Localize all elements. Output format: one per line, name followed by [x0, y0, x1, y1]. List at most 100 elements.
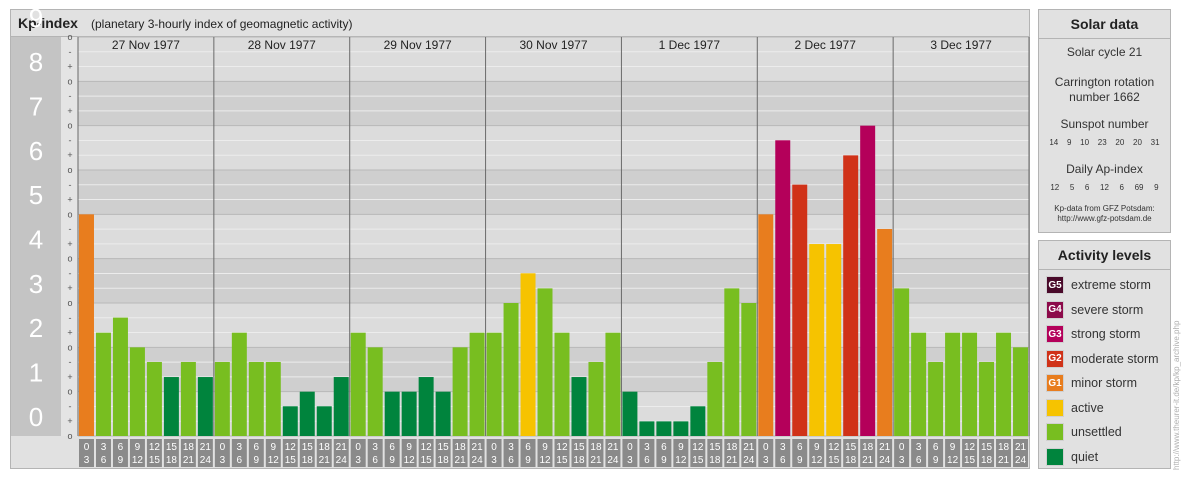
legend-label: moderate storm — [1071, 351, 1159, 366]
minor-tick-label: - — [69, 268, 72, 278]
day-label: 3 Dec 1977 — [930, 38, 992, 52]
hour-label-start: 15 — [438, 442, 450, 453]
kp-bar — [282, 406, 298, 436]
hour-label-end: 9 — [254, 455, 260, 466]
solar-data-panel: Solar data Solar cycle 21 Carrington rot… — [1038, 9, 1171, 233]
hour-label-start: 15 — [166, 442, 178, 453]
minor-tick-label: - — [69, 47, 72, 57]
hour-label-box — [299, 439, 315, 467]
source-link[interactable]: http://www.gfz-potsdam.de — [1057, 214, 1152, 223]
legend-swatch — [1046, 398, 1064, 417]
kp-bar — [605, 332, 621, 436]
hour-label-start: 12 — [692, 442, 704, 453]
solar-data-title: Solar data — [1039, 10, 1170, 39]
kp-bar — [554, 332, 570, 436]
source-line-1: Kp-data from GFZ Potsdam: — [1054, 204, 1155, 213]
hour-label-box — [860, 439, 876, 467]
hour-label-end: 12 — [811, 455, 823, 466]
hour-label-start: 3 — [372, 442, 378, 453]
legend-item: G5 extreme storm — [1046, 275, 1151, 295]
hour-label-end: 18 — [438, 455, 450, 466]
kp-bar — [639, 421, 655, 436]
kp-bar — [758, 214, 774, 436]
hour-label-box — [231, 439, 247, 467]
hour-label-start: 18 — [455, 442, 467, 453]
kp-bar — [724, 288, 740, 436]
hour-label-start: 9 — [271, 442, 277, 453]
hour-label-box — [537, 439, 553, 467]
hour-label-end: 24 — [743, 455, 755, 466]
kp-bar — [350, 332, 366, 436]
hour-label-end: 3 — [355, 455, 361, 466]
kp-bar — [231, 332, 247, 436]
kp-bar — [163, 377, 179, 436]
minor-tick-label: o — [67, 254, 72, 264]
hour-label-end: 6 — [644, 455, 650, 466]
hour-label-box — [418, 439, 434, 467]
minor-tick-label: + — [67, 239, 72, 249]
legend-label: strong storm — [1071, 327, 1141, 341]
hour-label-box — [826, 439, 842, 467]
hour-label-start: 21 — [336, 442, 348, 453]
kp-bar — [537, 288, 553, 436]
hour-label-end: 12 — [268, 455, 280, 466]
hour-label-box — [758, 439, 774, 467]
kp-bar — [894, 288, 910, 436]
legend-label: severe storm — [1071, 302, 1144, 317]
chart-subtitle: (planetary 3-hourly index of geomagnetic… — [91, 17, 353, 31]
y-axis-gutter — [11, 37, 61, 436]
y-tick-label: 8 — [29, 47, 43, 77]
kp-bar — [333, 377, 349, 436]
hour-label-box — [945, 439, 961, 467]
minor-tick-label: o — [67, 209, 72, 219]
kp-bar — [775, 140, 791, 436]
minor-tick-label: + — [67, 416, 72, 426]
hour-label-start: 12 — [828, 442, 840, 453]
hour-label-box — [79, 439, 94, 467]
kp-bar — [418, 377, 434, 436]
hour-label-end: 21 — [590, 455, 602, 466]
hour-label-start: 0 — [355, 442, 361, 453]
hour-label-start: 18 — [183, 442, 195, 453]
hour-label-end: 3 — [627, 455, 633, 466]
hour-label-end: 15 — [692, 455, 704, 466]
hour-label-end: 12 — [404, 455, 416, 466]
hour-label-box — [843, 439, 859, 467]
y-tick-label: 0 — [29, 402, 43, 432]
hour-label-box — [622, 439, 638, 467]
hour-label-start: 6 — [933, 442, 939, 453]
hour-label-end: 3 — [84, 455, 90, 466]
kp-bar — [656, 421, 672, 436]
hour-label-start: 12 — [556, 442, 568, 453]
minor-tick-label: + — [67, 106, 72, 116]
minor-tick-label: o — [67, 298, 72, 308]
kp-bar — [129, 347, 145, 436]
hour-label-start: 6 — [389, 442, 395, 453]
hour-label-start: 9 — [406, 442, 412, 453]
minor-tick-label: - — [69, 135, 72, 145]
hour-label-start: 15 — [981, 442, 993, 453]
minor-tick-label: - — [69, 313, 72, 323]
hour-label-box — [163, 439, 179, 467]
kp-bar — [1013, 347, 1028, 436]
hour-label-box — [571, 439, 587, 467]
ap-value: 9 — [1154, 183, 1159, 192]
kp-bar — [571, 377, 587, 436]
sunspot-value: 10 — [1080, 138, 1090, 147]
hour-label-box — [146, 439, 162, 467]
legend-swatch — [1046, 447, 1064, 466]
hour-label-box — [452, 439, 468, 467]
hour-label-start: 18 — [726, 442, 738, 453]
hour-label-box — [95, 439, 111, 467]
hour-label-end: 21 — [998, 455, 1010, 466]
kp-bar — [265, 361, 281, 436]
hour-label-end: 9 — [661, 455, 667, 466]
hour-label-end: 24 — [336, 455, 348, 466]
hour-label-start: 15 — [573, 442, 585, 453]
y-tick-label: 1 — [29, 358, 43, 388]
minor-tick-label: + — [67, 283, 72, 293]
hour-label-box — [112, 439, 128, 467]
hour-label-end: 24 — [879, 455, 891, 466]
kp-bar — [673, 421, 689, 436]
hour-label-start: 15 — [845, 442, 857, 453]
